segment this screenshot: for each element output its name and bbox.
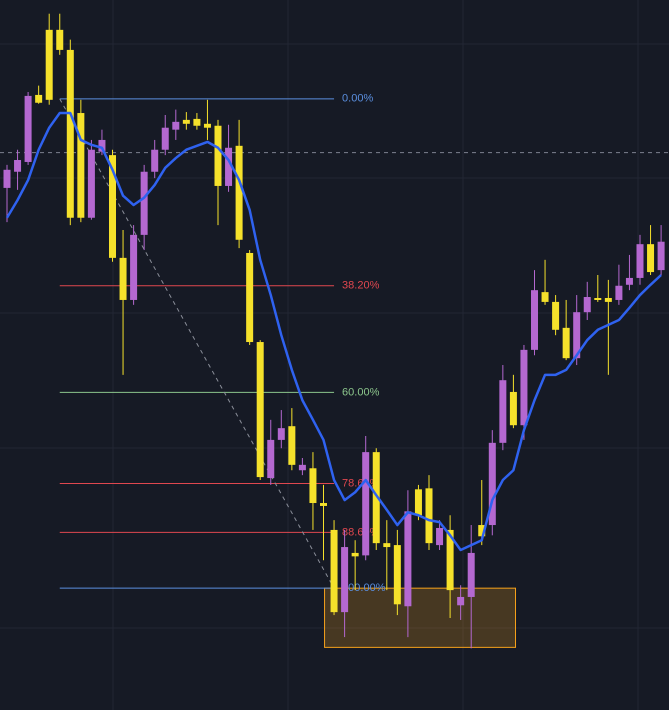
trend-line	[59, 98, 335, 589]
candle-body	[457, 596, 465, 606]
candle-body	[35, 94, 43, 103]
candle-body	[277, 428, 285, 440]
candle-body	[404, 511, 412, 607]
candle-body	[246, 252, 254, 343]
zone	[324, 587, 517, 648]
candle-body	[393, 545, 401, 605]
candle-body	[193, 118, 201, 126]
candle-body	[77, 113, 85, 218]
candle-body	[520, 349, 528, 426]
candle-body	[647, 244, 655, 273]
candle-body	[288, 426, 296, 465]
candle-body	[594, 297, 602, 300]
candle-body	[341, 547, 349, 613]
candle-body	[98, 139, 106, 152]
candle-body	[45, 29, 53, 100]
candle-body	[351, 552, 359, 557]
fib-label: 100.00%	[342, 582, 386, 594]
candle-body	[172, 121, 180, 130]
moving-average	[5, 111, 662, 552]
candle-body	[488, 442, 496, 526]
candle-body	[499, 380, 507, 443]
candle-body	[446, 529, 454, 591]
candle-body	[467, 552, 475, 597]
candle-body	[615, 285, 623, 300]
candle-body	[531, 290, 538, 350]
candle-body	[151, 149, 159, 172]
candle-body	[541, 292, 549, 302]
candle-body	[604, 297, 612, 302]
candle-body	[657, 241, 665, 271]
candle-body	[109, 155, 116, 258]
candle-body	[87, 149, 95, 218]
candle-body	[14, 160, 22, 172]
candle-body	[235, 145, 243, 240]
candle-body	[309, 468, 317, 504]
candle-body	[161, 127, 169, 150]
candle-body	[66, 49, 74, 218]
candle-body	[182, 119, 190, 124]
candle-body	[256, 342, 264, 478]
candle-body	[383, 543, 391, 548]
candle-body	[56, 29, 64, 50]
candle-body	[552, 301, 560, 330]
candle-body	[330, 529, 338, 613]
fib-label: 0.00%	[342, 93, 373, 105]
candle-body	[24, 95, 32, 162]
candle-body	[298, 464, 306, 471]
candle-body	[362, 452, 370, 556]
fib-label: 88.60%	[342, 526, 380, 538]
candle-body	[478, 525, 486, 537]
candle-body	[119, 257, 127, 300]
candle-body	[130, 234, 138, 300]
candle-body	[636, 244, 644, 278]
candle-body	[509, 391, 517, 426]
candle-body	[425, 488, 433, 544]
candle-body	[625, 277, 633, 285]
candle-body	[436, 527, 444, 546]
candle-body	[203, 123, 211, 128]
candle-body	[3, 169, 11, 188]
fib-label: 60.00%	[342, 386, 380, 398]
candle-body	[562, 327, 570, 359]
candle-body	[583, 297, 591, 313]
candle-body	[214, 125, 222, 186]
candle-body	[573, 312, 581, 359]
candle-body	[140, 171, 148, 235]
candle-body	[320, 503, 327, 506]
candle-body	[372, 452, 380, 544]
candle-body	[414, 489, 422, 516]
fib-label: 38.20%	[342, 280, 380, 292]
candle-body	[267, 439, 275, 479]
candle-body	[225, 147, 233, 186]
